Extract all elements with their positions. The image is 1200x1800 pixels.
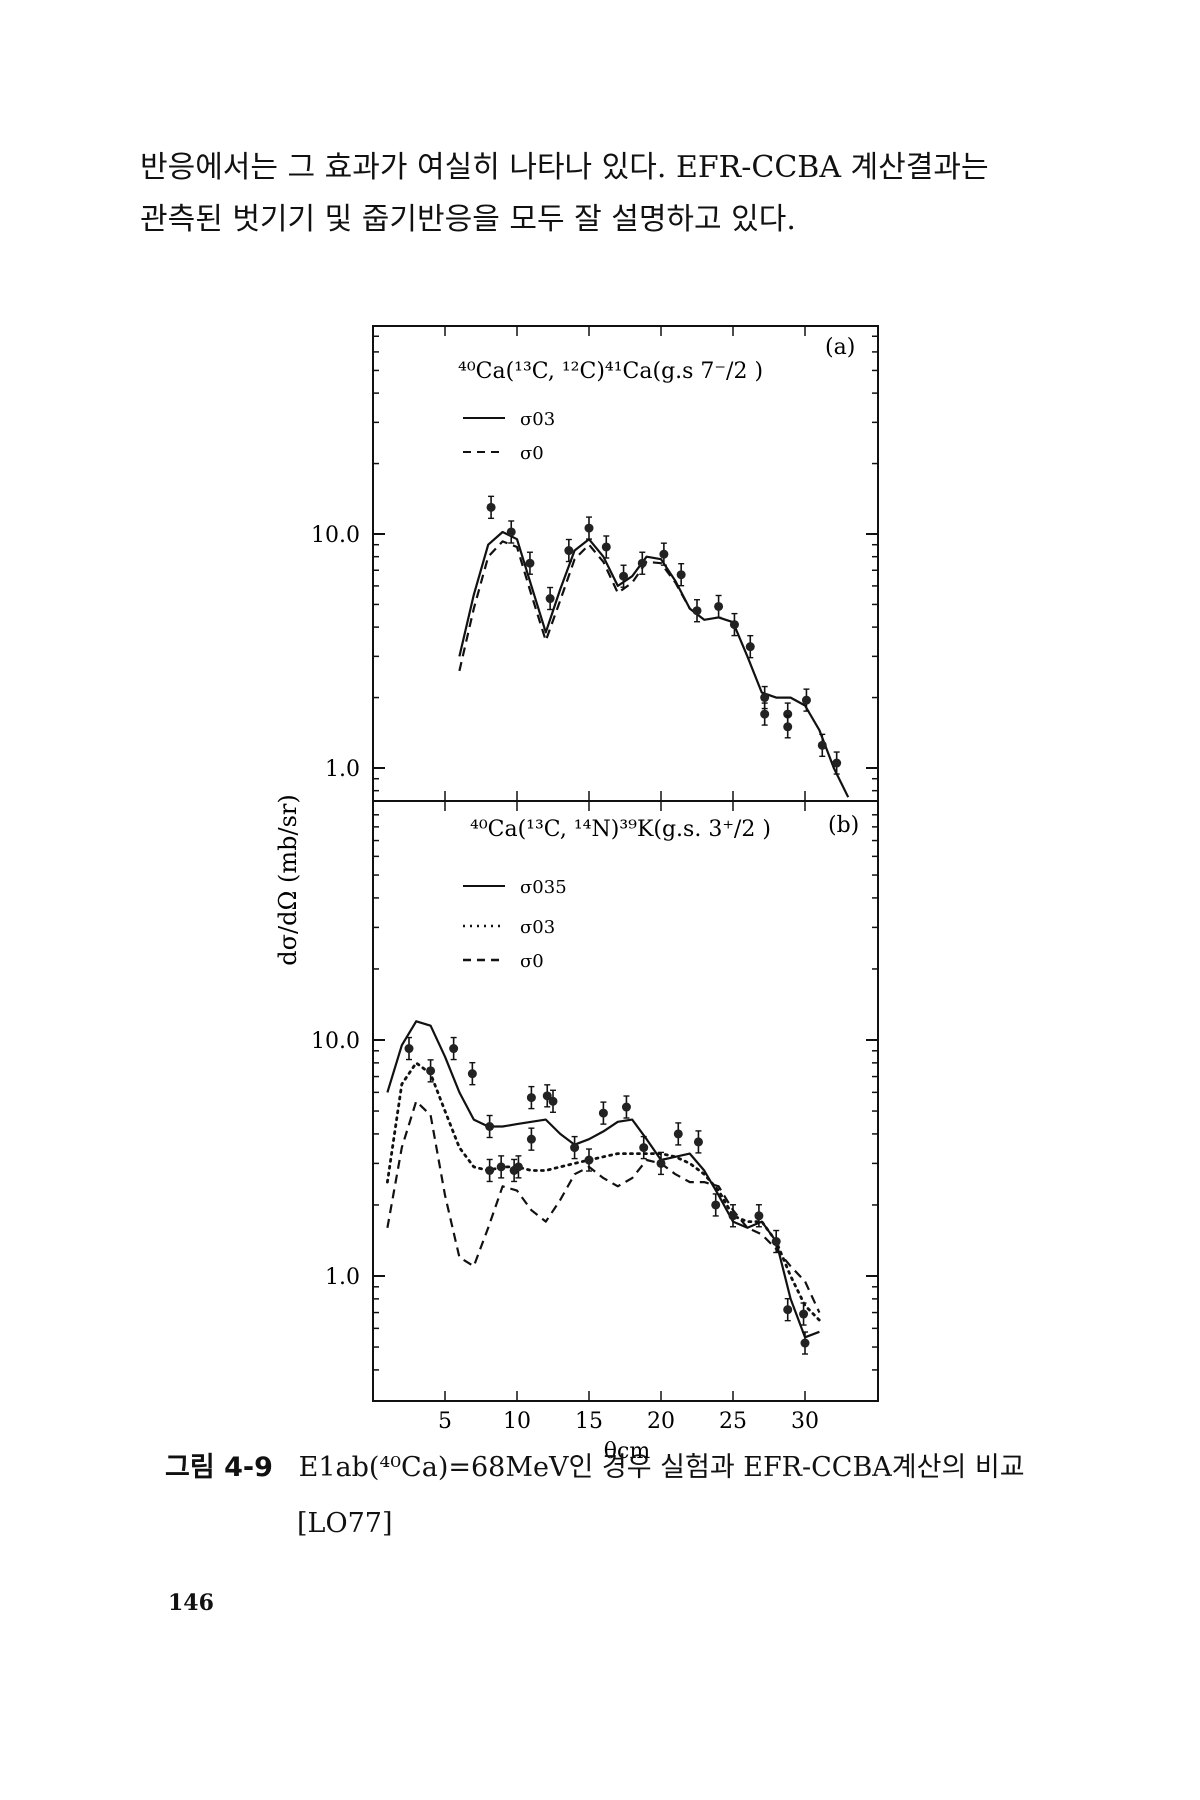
panel-a-data-point xyxy=(659,549,669,559)
page-number: 146 xyxy=(168,1590,214,1616)
panel-a-data-point xyxy=(564,546,574,556)
caption-text: E1ab(⁴⁰Ca)=68MeV인 경우 실험과 EFR-CCBA계산의 비교 xyxy=(298,1452,1025,1483)
x-tick-label: 10 xyxy=(503,1409,531,1434)
panel-b-data-point xyxy=(542,1091,552,1101)
legend-b-sigma035-label: σ035 xyxy=(520,877,567,898)
x-axis-label: θcm xyxy=(604,1439,651,1464)
panel-b-data-point xyxy=(485,1165,495,1175)
panel-a-data-point xyxy=(714,601,724,611)
panel-b-ytick-label: 1.0 xyxy=(325,1265,360,1290)
panel-b-data-point xyxy=(548,1096,558,1106)
panel-b-data-point xyxy=(800,1338,810,1348)
panel-a-data-point xyxy=(760,709,770,719)
body-paragraph: 반응에서는 그 효과가 여실히 나타나 있다. EFR-CCBA 계산결과는 관… xyxy=(140,142,1060,246)
panel-a-data-point xyxy=(729,620,739,630)
panel-b-data-point xyxy=(754,1211,764,1221)
y-axis-label: dσ/dΩ (mb/sr) xyxy=(274,794,302,965)
panel-a-data-point xyxy=(832,758,842,768)
panel-a-data-point xyxy=(506,527,516,537)
panel-b-data-point xyxy=(673,1129,683,1139)
panel-b-data-point xyxy=(467,1069,477,1079)
panel-a-data-point xyxy=(486,502,496,512)
panel-b-data-point xyxy=(783,1305,793,1315)
plot-layer: 10.0 1.0 10.0 1.0 5 10 15 20 25 30 xyxy=(311,326,878,1434)
panel-b-data-point xyxy=(598,1108,608,1118)
panel-b-data-point xyxy=(711,1200,721,1210)
x-tick-label: 15 xyxy=(575,1409,603,1434)
panel-a-data-point xyxy=(637,558,647,568)
panel-a-data-point xyxy=(745,642,755,652)
paragraph-line-2: 관측된 벗기기 및 줍기반응을 모두 잘 설명하고 있다. xyxy=(140,202,796,237)
x-tick-label: 30 xyxy=(791,1409,819,1434)
panel-b-title: ⁴⁰Ca(¹³C, ¹⁴N)³⁹K(g.s. 3⁺/2 ) xyxy=(470,817,771,842)
paragraph-line-1: 반응에서는 그 효과가 여실히 나타나 있다. EFR-CCBA 계산결과는 xyxy=(140,150,989,185)
panel-a-tag: (a) xyxy=(825,335,855,360)
panel-a-frame xyxy=(372,325,879,802)
panel-b-data-point xyxy=(404,1044,414,1054)
panel-b-data-point xyxy=(584,1155,594,1165)
panel-a-ytick-label: 1.0 xyxy=(325,757,360,782)
legend-b-sigma03-label: σ03 xyxy=(520,917,555,938)
legend-a-sigma0-label: σ0 xyxy=(520,443,544,464)
legend-b-sigma0-label: σ0 xyxy=(520,951,544,972)
panel-b-series-σ035 xyxy=(386,1020,820,1339)
panel-a-data-point xyxy=(619,571,629,581)
panel-a-data-point xyxy=(584,523,594,533)
panel-b-series-σ0 xyxy=(386,1100,821,1314)
panel-a-data-point xyxy=(692,606,702,616)
panel-a-series-σ03 xyxy=(458,530,850,798)
panel-a-data-point xyxy=(545,594,555,604)
panel-b-data-point xyxy=(799,1309,809,1319)
caption-reference: [LO77] xyxy=(297,1508,393,1539)
panel-b-data-point xyxy=(526,1093,536,1103)
panel-b-data-point xyxy=(771,1237,781,1247)
panel-a-series-σ0 xyxy=(458,540,691,672)
panel-b-data-point xyxy=(639,1143,649,1153)
panel-b-data-point xyxy=(570,1143,580,1153)
panel-b-series-σ03 xyxy=(386,1061,821,1322)
legend-a-sigma03-label: σ03 xyxy=(520,409,555,430)
panel-b-data-point xyxy=(656,1158,666,1168)
panel-b-data-point xyxy=(426,1066,436,1076)
panel-b-data-point xyxy=(526,1134,536,1144)
panel-b-data-point xyxy=(513,1162,523,1172)
panel-a-data-point xyxy=(760,693,770,703)
panel-b-data-point xyxy=(449,1044,459,1054)
panel-a-data-point xyxy=(817,740,827,750)
panel-b-data-point xyxy=(496,1162,506,1172)
panel-a-ytick-label: 10.0 xyxy=(311,523,360,548)
panel-a-data-point xyxy=(676,570,686,580)
x-tick-label: 20 xyxy=(647,1409,675,1434)
panel-b-data-point xyxy=(485,1122,495,1132)
panel-a-title: ⁴⁰Ca(¹³C, ¹²C)⁴¹Ca(g.s 7⁻/2 ) xyxy=(458,359,763,384)
panel-b-tag: (b) xyxy=(828,813,859,838)
x-tick-label: 25 xyxy=(719,1409,747,1434)
panel-b-ytick-label: 10.0 xyxy=(311,1029,360,1054)
x-tick-label: 5 xyxy=(438,1409,452,1434)
caption-label: 그림 4-9 xyxy=(165,1452,273,1483)
panel-a-data-point xyxy=(601,542,611,552)
panel-b-data-point xyxy=(728,1211,738,1221)
figure-caption: 그림 4-9 E1ab(⁴⁰Ca)=68MeV인 경우 실험과 EFR-CCBA… xyxy=(165,1440,1025,1552)
panel-a-data-point xyxy=(801,695,811,705)
panel-b-data-point xyxy=(693,1137,703,1147)
panel-b-frame xyxy=(372,800,879,1402)
panel-a-data-point xyxy=(783,722,793,732)
panel-a-data-point xyxy=(525,558,535,568)
panel-b-data-point xyxy=(621,1102,631,1112)
